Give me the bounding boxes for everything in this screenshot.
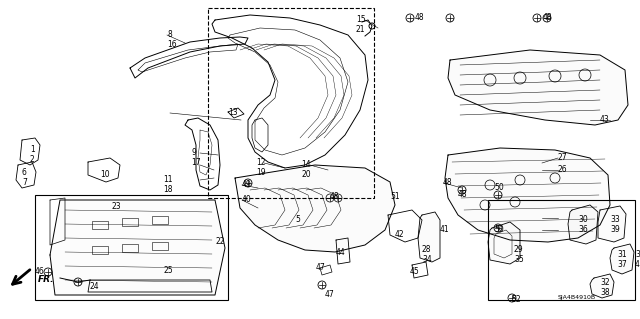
Text: 36: 36	[578, 225, 588, 234]
Text: 49: 49	[242, 180, 252, 189]
Text: 17: 17	[191, 158, 200, 167]
Text: 10: 10	[100, 170, 109, 179]
Text: 1: 1	[30, 145, 35, 154]
Text: 27: 27	[558, 153, 568, 162]
Text: FR.: FR.	[38, 275, 54, 284]
Polygon shape	[610, 244, 634, 274]
Text: 32: 32	[600, 278, 610, 287]
Text: 33: 33	[610, 215, 620, 224]
Text: 3: 3	[635, 250, 640, 259]
Text: 30: 30	[578, 215, 588, 224]
Text: 28: 28	[422, 245, 431, 254]
Text: 21: 21	[356, 25, 365, 34]
Text: 50: 50	[494, 225, 504, 234]
Text: 22: 22	[216, 237, 225, 246]
Text: 4: 4	[635, 260, 640, 269]
Polygon shape	[568, 205, 598, 244]
Text: 25: 25	[164, 266, 173, 275]
Text: 14: 14	[301, 160, 310, 169]
Bar	[488, 200, 635, 300]
Text: 50: 50	[494, 183, 504, 192]
Text: 37: 37	[617, 260, 627, 269]
Text: 35: 35	[514, 255, 524, 264]
Text: 5: 5	[295, 215, 300, 224]
Text: 23: 23	[112, 202, 122, 211]
Bar	[152, 216, 168, 224]
Text: 47: 47	[316, 263, 326, 272]
Polygon shape	[50, 200, 225, 295]
Text: 7: 7	[22, 178, 27, 187]
Text: 6: 6	[22, 168, 27, 177]
Bar	[92, 246, 108, 254]
Text: 48: 48	[415, 13, 424, 22]
Bar	[208, 8, 374, 198]
Text: 46: 46	[35, 267, 45, 276]
Polygon shape	[448, 50, 628, 125]
Polygon shape	[598, 206, 626, 242]
Text: 26: 26	[558, 165, 568, 174]
Text: 18: 18	[163, 185, 173, 194]
Text: 38: 38	[600, 288, 610, 297]
Text: 9: 9	[191, 148, 196, 157]
Text: 16: 16	[167, 40, 177, 49]
Text: 13: 13	[228, 108, 237, 117]
Text: 15: 15	[356, 15, 365, 24]
Polygon shape	[235, 165, 395, 252]
Text: 31: 31	[617, 250, 627, 259]
Polygon shape	[418, 212, 440, 262]
Text: 40: 40	[242, 195, 252, 204]
Text: 48: 48	[330, 192, 340, 201]
Bar	[122, 244, 138, 252]
Text: 47: 47	[325, 290, 335, 299]
Text: 44: 44	[336, 248, 346, 257]
Text: 20: 20	[301, 170, 310, 179]
Bar	[152, 242, 168, 250]
Text: 45: 45	[410, 267, 420, 276]
Polygon shape	[590, 274, 614, 298]
Text: 43: 43	[600, 115, 610, 124]
Polygon shape	[445, 148, 610, 242]
Text: 19: 19	[256, 168, 266, 177]
Bar	[35, 195, 228, 300]
Text: 24: 24	[90, 282, 100, 291]
Text: 51: 51	[390, 192, 399, 201]
Bar	[92, 221, 108, 229]
Text: 48: 48	[458, 190, 468, 199]
Text: 2: 2	[30, 155, 35, 164]
Text: 42: 42	[395, 230, 404, 239]
Text: 39: 39	[610, 225, 620, 234]
Text: 34: 34	[422, 255, 432, 264]
Text: 48: 48	[543, 13, 552, 22]
Text: 48: 48	[443, 178, 452, 187]
Text: 11: 11	[163, 175, 173, 184]
Text: SJA4B4910B: SJA4B4910B	[558, 295, 596, 300]
Text: 12: 12	[256, 158, 266, 167]
Bar	[122, 218, 138, 226]
Polygon shape	[488, 222, 520, 264]
Text: 41: 41	[440, 225, 450, 234]
Text: 8: 8	[167, 30, 172, 39]
Text: 29: 29	[514, 245, 524, 254]
Text: 52: 52	[511, 295, 520, 304]
